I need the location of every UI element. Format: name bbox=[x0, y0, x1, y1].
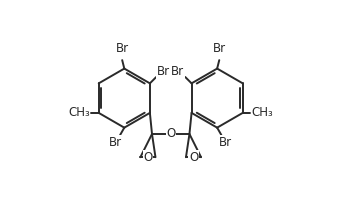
Text: O: O bbox=[143, 151, 152, 164]
Text: Br: Br bbox=[116, 42, 129, 55]
Text: O: O bbox=[166, 127, 175, 141]
Text: CH₃: CH₃ bbox=[69, 106, 90, 119]
Text: O: O bbox=[189, 151, 198, 164]
Text: CH₃: CH₃ bbox=[251, 106, 273, 119]
Text: Br: Br bbox=[219, 136, 232, 149]
Text: Br: Br bbox=[171, 65, 184, 78]
Text: Br: Br bbox=[157, 65, 170, 78]
Text: Br: Br bbox=[109, 136, 122, 149]
Text: Br: Br bbox=[213, 42, 226, 55]
